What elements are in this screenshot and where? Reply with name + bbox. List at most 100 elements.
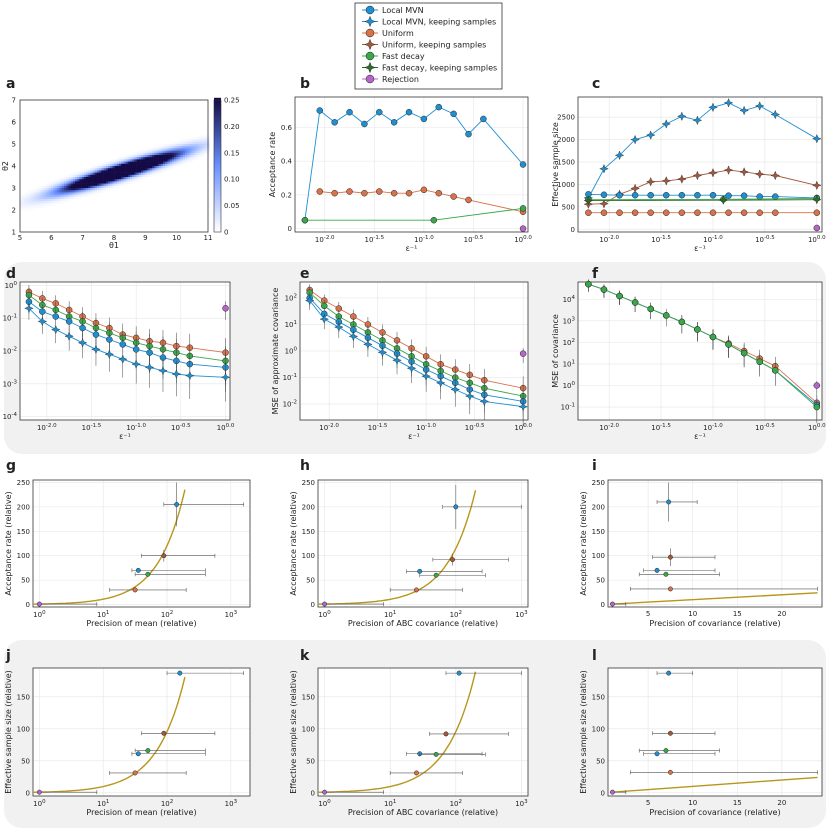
colorbar-step (214, 117, 221, 121)
heatmap-cell (156, 168, 159, 171)
heatmap-cell (68, 181, 71, 184)
colorbar-step (214, 115, 221, 119)
tick-exp: 3 (234, 610, 238, 616)
colorbar-step (214, 155, 221, 159)
heatmap-cell (39, 205, 43, 209)
data-point (519, 350, 527, 357)
heatmap-cell (125, 159, 129, 162)
heatmap-cell (176, 152, 179, 156)
data-point (740, 349, 748, 357)
heatmap-cell (158, 161, 162, 165)
tick-base: 10 (285, 294, 294, 302)
scatter-point-fast (419, 572, 486, 578)
y-tick-label: 6 (12, 119, 17, 127)
axes-frame (607, 667, 823, 797)
heatmap-cell (167, 166, 170, 169)
data-point (443, 731, 449, 737)
tick-base: 10 (33, 611, 42, 619)
colorbar-tick-label: 0.10 (224, 176, 240, 184)
data-point (739, 105, 749, 116)
tick-base: 10 (703, 424, 712, 432)
heatmap-cell (50, 185, 54, 189)
y-tick-label: 250 (17, 479, 30, 487)
heatmap-cell (178, 150, 181, 154)
heatmap-cell (24, 196, 27, 200)
heatmap-cell (116, 185, 120, 189)
tick-base: 10 (563, 317, 572, 325)
colorbar-step (214, 187, 221, 190)
heatmap-cell (53, 179, 56, 182)
y-tick-label: 0.2 (281, 191, 292, 199)
colorbar-step (214, 129, 221, 132)
heatmap-cell (171, 159, 175, 162)
heatmap-cell (92, 170, 96, 173)
x-tick-label: 10 (688, 799, 697, 807)
heatmap-cell (72, 183, 76, 187)
heatmap-cell (90, 188, 93, 191)
heatmap-cell (28, 201, 32, 204)
heatmap-cell (70, 172, 74, 176)
heatmap-cell (44, 201, 47, 204)
legend-marker (365, 51, 375, 61)
heatmap-cell (167, 157, 170, 160)
heatmap-cell (171, 163, 175, 167)
data-point (390, 119, 398, 126)
heatmap-cell (112, 161, 115, 165)
heatmap-cell (132, 161, 135, 165)
data-point (456, 670, 462, 676)
y-axis-label: MSE of covariance (551, 314, 560, 388)
heatmap-cell (24, 205, 27, 209)
data-point (36, 601, 42, 607)
tick-exp: 2 (572, 338, 576, 344)
heatmap-cell (24, 207, 27, 211)
heatmap-cell (66, 185, 69, 189)
heatmap-cell (176, 144, 179, 147)
heatmap-cell (204, 139, 208, 143)
heatmap-cell (138, 177, 142, 180)
heatmap-cell (185, 150, 188, 154)
heatmap-cell (92, 172, 96, 176)
series-rejection (519, 225, 527, 232)
heatmap-cell (50, 199, 54, 202)
data-point (616, 209, 623, 216)
legend-marker (364, 15, 376, 28)
y-tick-label: 250 (302, 479, 315, 487)
heatmap-cell (154, 155, 157, 158)
heatmap-cell (68, 174, 71, 178)
colorbar-step (214, 113, 221, 117)
y-tick-label: 250 (592, 479, 605, 487)
heatmap-cell (149, 172, 153, 176)
heatmap-cell (127, 179, 131, 182)
data-point (708, 168, 718, 178)
heatmap-cell (127, 163, 131, 167)
heatmap-cell (196, 135, 199, 138)
heatmap-cell (37, 194, 41, 198)
tick-exp: -2.0 (328, 423, 339, 429)
heatmap-cell (160, 150, 164, 154)
data-point (435, 103, 443, 111)
data-point (161, 730, 167, 736)
heatmap-cell (134, 152, 137, 156)
heatmap-cell (35, 190, 38, 193)
heatmap-cell (31, 194, 34, 198)
heatmap-cell (193, 144, 197, 147)
data-point (104, 349, 115, 360)
heatmap-cell (116, 159, 120, 162)
x-axis-label: ε⁻¹ (119, 432, 131, 441)
data-point (666, 499, 672, 505)
heatmap-cell (156, 155, 159, 158)
heatmap-cell (158, 150, 162, 154)
heatmap-cell (145, 177, 148, 180)
heatmap-cell (156, 170, 159, 173)
heatmap-cell (169, 168, 173, 171)
data-point (723, 165, 734, 175)
heatmap-cell (50, 196, 54, 200)
heatmap-cell (174, 163, 177, 167)
heatmap-cell (99, 174, 102, 178)
tick-label: 100 (5, 281, 18, 290)
heatmap-cell (196, 139, 199, 143)
heatmap-cell (138, 155, 142, 158)
tick-base: 10 (464, 236, 473, 244)
heatmap-cell (136, 157, 140, 160)
heatmap-cell (132, 179, 135, 182)
